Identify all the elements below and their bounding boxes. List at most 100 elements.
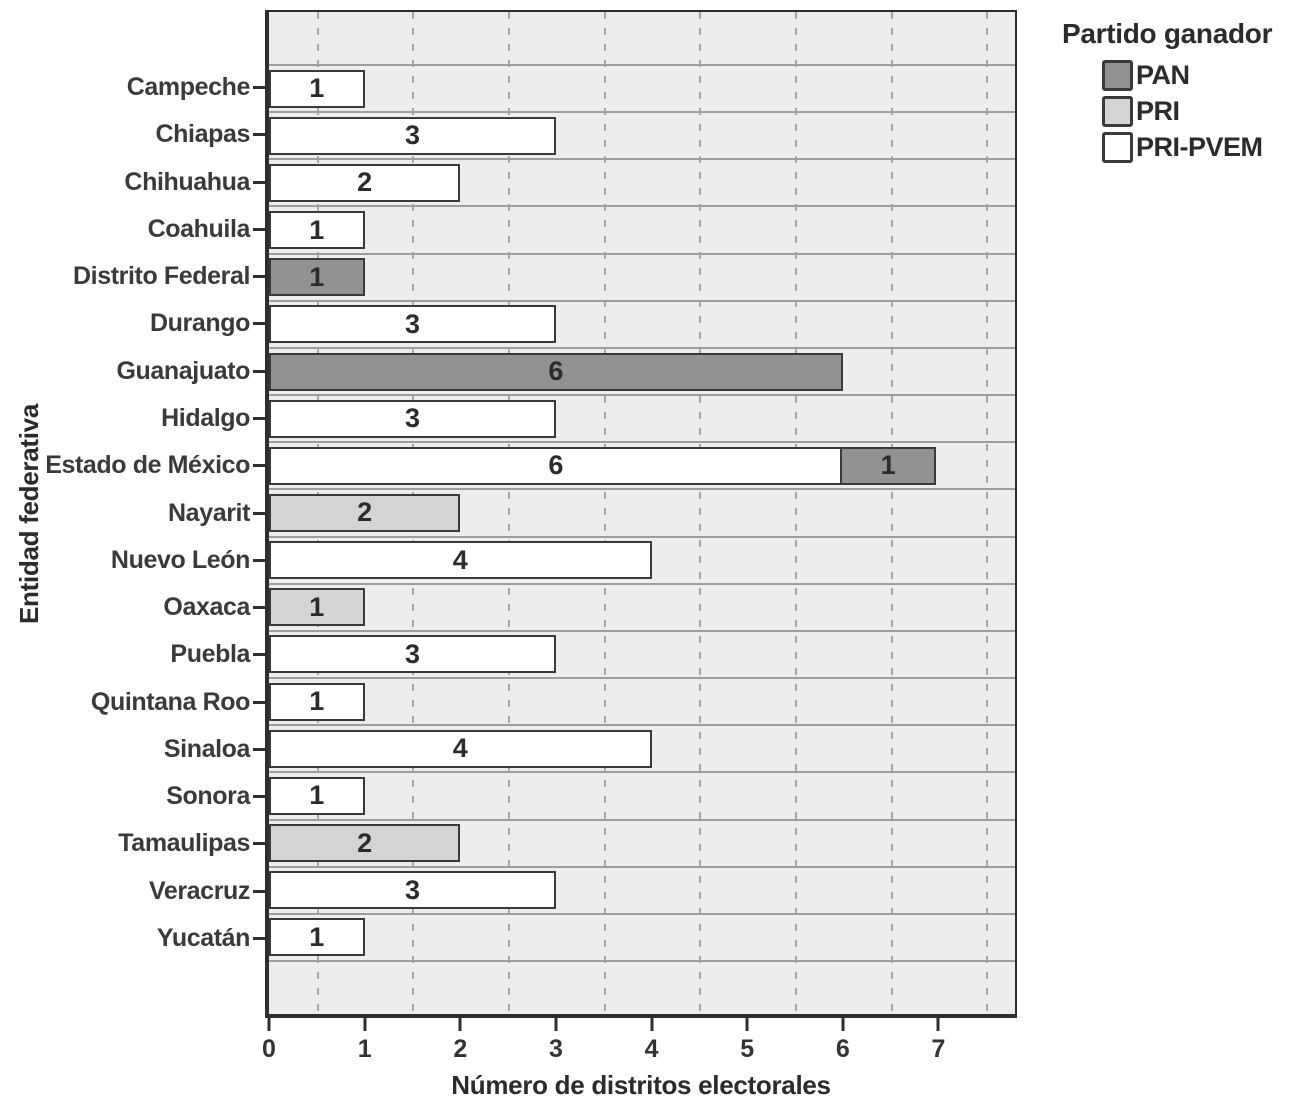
bar-segment: 3 xyxy=(269,116,556,155)
bar-group: 1 xyxy=(269,776,365,815)
category-label: Chihuahua xyxy=(124,167,250,196)
legend-label: PRI xyxy=(1136,96,1180,126)
x-tick-mark xyxy=(267,1018,271,1031)
x-tick-label: 2 xyxy=(453,1035,468,1063)
bar-value-label: 1 xyxy=(309,261,325,292)
bar-group: 3 xyxy=(269,871,556,910)
category-label: Durango xyxy=(150,309,250,338)
category-label: Yucatán xyxy=(156,923,250,952)
category-label-row: Sonora xyxy=(0,773,265,820)
bar-row: 4 xyxy=(269,535,1015,583)
bar-row: 1 xyxy=(269,771,1015,818)
category-axis: Campeche Chiapas Chihuahua Coahuila Distrito… xyxy=(0,12,265,1014)
x-tick-mark xyxy=(363,1018,367,1031)
bar-row: 1 xyxy=(269,912,1015,962)
x-axis-title: Número de distritos electorales xyxy=(451,1070,831,1100)
bar-segment: 1 xyxy=(269,682,365,721)
bar-segment: 2 xyxy=(269,824,461,863)
category-label: Sinaloa xyxy=(163,734,251,763)
x-tick-mark xyxy=(554,1018,558,1031)
bar-segment: 4 xyxy=(269,541,652,580)
bar-segment: 4 xyxy=(269,729,652,768)
bar-value-label: 6 xyxy=(548,450,564,481)
y-tick-mark xyxy=(253,842,265,846)
bar-group: 6 xyxy=(269,352,843,391)
bar-row: 3 xyxy=(269,111,1015,158)
x-tick-mark xyxy=(650,1018,654,1031)
y-tick-mark xyxy=(253,511,265,515)
legend-label: PAN xyxy=(1136,60,1190,90)
x-tick-label: 3 xyxy=(548,1035,563,1063)
category-label: Campeche xyxy=(126,73,251,102)
category-label-row: Oaxaca xyxy=(0,584,265,631)
category-label-row: Yucatán xyxy=(0,915,265,962)
bar-group: 4 xyxy=(269,541,652,580)
category-label-row: Coahuila xyxy=(0,206,265,253)
bar-value-label: 6 xyxy=(548,356,564,387)
bar-group: 1 xyxy=(269,588,365,627)
bar-row: 3 xyxy=(269,394,1015,441)
bar-row: 2 xyxy=(269,818,1015,866)
bar-segment: 2 xyxy=(269,493,461,532)
bar-row: 6 xyxy=(269,346,1015,394)
bar-segment: 3 xyxy=(269,399,556,438)
category-label: Guanajuato xyxy=(116,356,250,385)
bar-value-label: 2 xyxy=(357,827,373,858)
x-tick-label: 1 xyxy=(357,1035,372,1063)
bar-row: 3 xyxy=(269,865,1015,913)
bar-segment: 3 xyxy=(269,635,556,674)
y-tick-mark xyxy=(253,133,265,137)
x-axis: 0 1 2 3 4 5 6 7 xyxy=(262,1018,1017,1088)
y-tick-mark xyxy=(253,180,265,184)
y-tick-mark xyxy=(253,936,265,940)
bar-row: 1 xyxy=(269,205,1015,252)
bar-segment: 1 xyxy=(269,211,365,250)
bar-group: 2 xyxy=(269,493,461,532)
bar-segment: 6 xyxy=(269,352,843,391)
legend-swatch xyxy=(1102,60,1133,91)
category-label: Chiapas xyxy=(155,120,251,149)
category-label-row: Sinaloa xyxy=(0,726,265,773)
y-tick-mark xyxy=(253,416,265,420)
bar-group: 3 xyxy=(269,399,556,438)
category-label-row: Campeche xyxy=(0,64,265,111)
vertical-gridline xyxy=(795,12,798,1014)
bar-row: 1 xyxy=(269,582,1015,630)
x-tick-label: 7 xyxy=(931,1035,946,1063)
category-label-row: Quintana Roo xyxy=(0,678,265,725)
category-label-row: Estado de México xyxy=(0,442,265,489)
category-label-row: Veracruz xyxy=(0,868,265,915)
bar-row: 3 xyxy=(269,629,1015,677)
y-tick-mark xyxy=(253,795,265,799)
legend-item: PRI xyxy=(1102,96,1272,127)
bar-group: 1 xyxy=(269,258,365,297)
bar-value-label: 2 xyxy=(357,167,373,198)
category-label: Nayarit xyxy=(168,498,250,527)
bar-segment: 6 xyxy=(269,446,843,485)
bar-group: 4 xyxy=(269,729,652,768)
bar-value-label: 1 xyxy=(309,686,325,717)
vertical-gridline xyxy=(699,12,702,1014)
category-label: Estado de México xyxy=(45,451,250,480)
category-label-row: Chiapas xyxy=(0,111,265,158)
bar-value-label: 3 xyxy=(404,308,420,339)
bar-row: 2 xyxy=(269,158,1015,205)
bar-row: 3 xyxy=(269,299,1015,347)
y-tick-mark xyxy=(253,889,265,893)
category-label: Hidalgo xyxy=(161,403,250,432)
category-label-row: Hidalgo xyxy=(0,395,265,442)
legend-items: PAN PRI PRI-PVEM xyxy=(1062,60,1272,163)
category-label-row: Nuevo León xyxy=(0,537,265,584)
bar-group: 1 xyxy=(269,918,365,957)
y-tick-mark xyxy=(253,369,265,373)
y-tick-mark xyxy=(253,653,265,657)
y-tick-mark xyxy=(253,558,265,562)
category-label: Coahuila xyxy=(147,214,251,243)
category-label: Nuevo León xyxy=(110,545,250,574)
bar-group: 2 xyxy=(269,163,461,202)
legend-swatch xyxy=(1102,96,1133,127)
bar-value-label: 1 xyxy=(309,73,325,104)
